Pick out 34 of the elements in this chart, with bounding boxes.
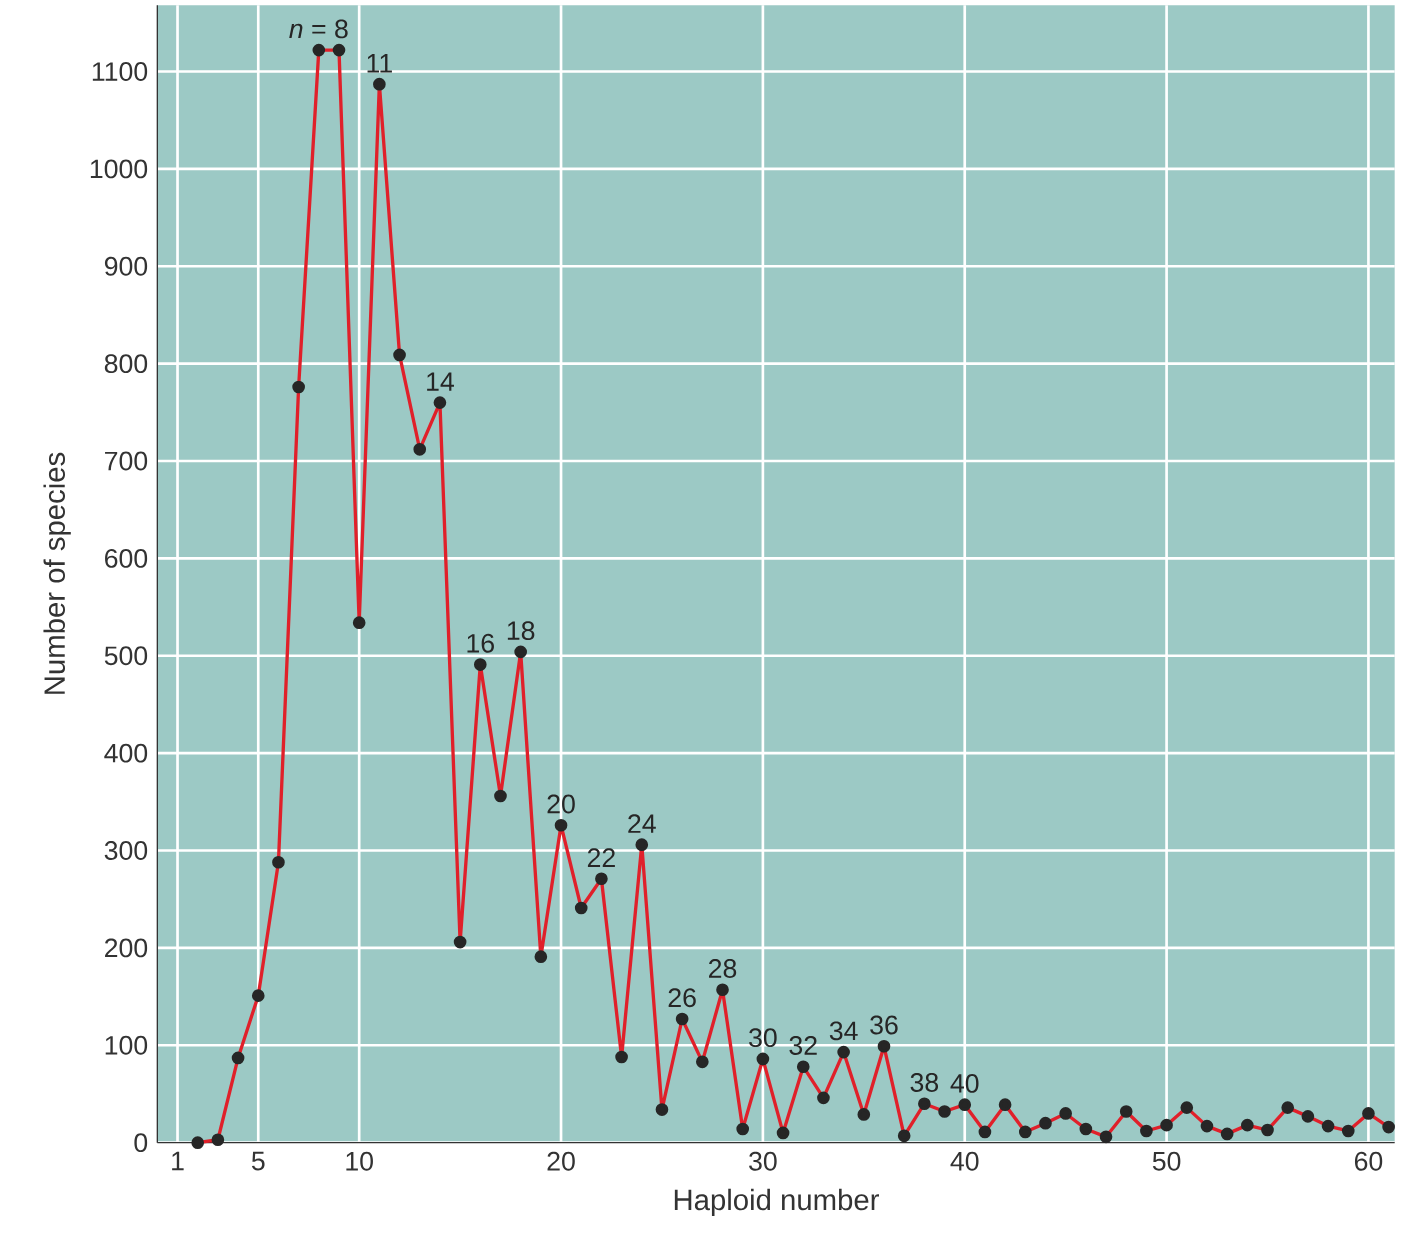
annotation: 36 [870,1015,898,1035]
x-tick-label: 5 [251,1151,265,1171]
y-tick-label: 200 [105,938,148,958]
annotation: 16 [467,633,494,653]
y-tick-label: 1000 [90,159,148,179]
y-tick-label: 700 [105,451,148,471]
x-tick-label: 50 [1152,1151,1181,1171]
annotation: 18 [507,621,535,640]
y-tick-label: 800 [104,354,148,373]
y-tick-label: 100 [105,1035,148,1055]
x-tick-label: 20 [547,1151,575,1171]
x-tick-label: 60 [1354,1151,1383,1171]
x-tick-label: 30 [749,1151,777,1171]
annotation: 34 [829,1021,858,1041]
y-axis-title: Number of species [43,452,71,694]
annotation: 22 [587,848,615,867]
annotation: 11 [367,53,392,73]
annotation: 26 [668,988,696,1008]
y-tick-label: 500 [104,646,148,666]
y-tick-label: 1100 [92,61,148,81]
x-tick-label: 40 [950,1151,979,1171]
x-axis-title: Haploid number [674,1188,879,1216]
annotation: 24 [628,814,656,833]
y-tick-label: 300 [104,840,148,860]
annotation: n = 8 [289,19,348,39]
annotation: 28 [709,958,737,978]
y-tick-label: 900 [104,256,148,276]
y-tick-label: 400 [104,743,148,763]
annotation: 38 [910,1072,939,1092]
y-tick-label: 0 [134,1133,148,1152]
x-tick-label: 1 [172,1151,184,1171]
annotation: 14 [427,372,454,391]
y-tick-label: 600 [105,548,148,568]
x-tick-label: 10 [346,1151,373,1171]
